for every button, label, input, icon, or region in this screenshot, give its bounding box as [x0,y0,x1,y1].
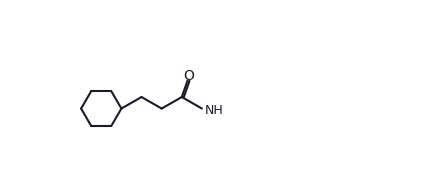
Text: NH: NH [205,104,224,117]
Text: O: O [183,70,194,84]
